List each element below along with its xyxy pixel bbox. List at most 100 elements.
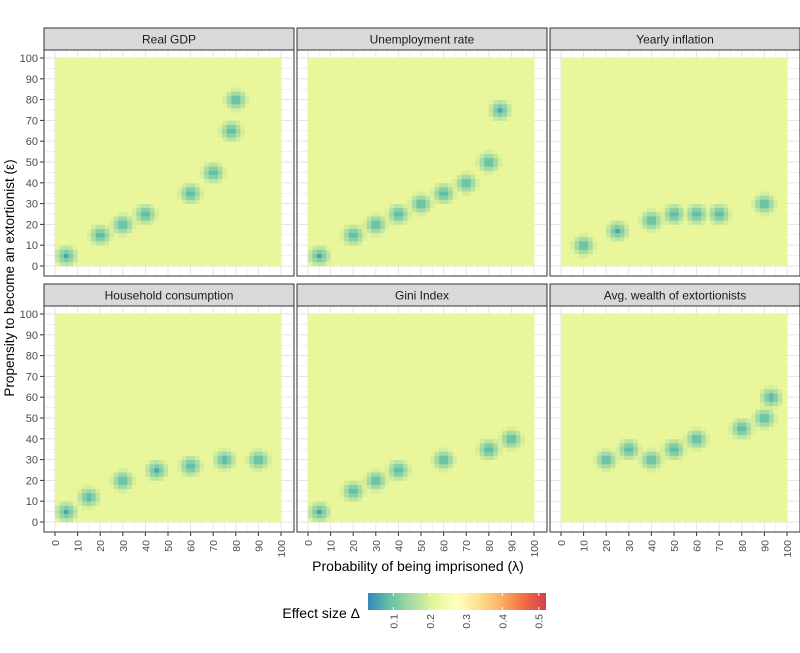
heat-cell: [60, 137, 65, 142]
heat-cell: [453, 216, 458, 221]
heat-cell: [118, 104, 123, 109]
heat-cell: [426, 83, 431, 88]
heat-cell: [385, 100, 390, 105]
heat-cell: [453, 220, 458, 225]
heat-cell: [331, 141, 336, 146]
heat-cell: [403, 62, 408, 67]
heat-cell: [398, 104, 403, 109]
heat-cell: [240, 158, 245, 163]
heat-cell: [322, 174, 327, 179]
heat-cell: [168, 91, 173, 96]
heat-cell: [457, 249, 462, 254]
heat-cell: [182, 208, 187, 213]
heat-cell: [435, 174, 440, 179]
heat-cell: [520, 75, 525, 80]
heat-cell: [389, 100, 394, 105]
heat-cell: [186, 233, 191, 238]
heat-cell: [272, 229, 277, 234]
heat-cell: [426, 95, 431, 100]
heat-cell: [78, 116, 83, 121]
heat-cell: [105, 241, 110, 246]
heat-cell: [87, 120, 92, 125]
heat-cell: [73, 137, 78, 142]
heat-cell: [150, 112, 155, 117]
heat-cell: [516, 191, 521, 196]
heat-cell: [204, 91, 209, 96]
heat-cell: [96, 104, 101, 109]
heat-cell: [249, 224, 254, 229]
heat-cell: [344, 108, 349, 113]
heat-cell: [448, 104, 453, 109]
heat-cell: [186, 258, 191, 263]
heat-cell: [403, 162, 408, 167]
heat-cell: [213, 166, 218, 171]
heat-cell: [516, 224, 521, 229]
heat-cell: [254, 75, 259, 80]
heat-cell: [73, 104, 78, 109]
heat-cell: [353, 104, 358, 109]
heat-cell: [439, 204, 444, 209]
heat-cell: [127, 174, 132, 179]
heat-cell: [412, 158, 417, 163]
heat-cell: [118, 183, 123, 188]
heat-cell: [340, 249, 345, 254]
heat-cell: [123, 204, 128, 209]
heat-cell: [389, 145, 394, 150]
heat-cell: [444, 125, 449, 130]
heat-cell: [177, 237, 182, 242]
heat-cell: [358, 258, 363, 263]
heat-cell: [236, 237, 241, 242]
heat-cell: [109, 199, 114, 204]
heat-cell: [200, 66, 205, 71]
heat-cell: [173, 224, 178, 229]
heat-cell: [516, 75, 521, 80]
heat-cell: [218, 258, 223, 263]
heat-cell: [331, 191, 336, 196]
heat-cell: [231, 249, 236, 254]
heat-cell: [498, 95, 503, 100]
heat-cell: [389, 187, 394, 192]
heat-cell: [154, 224, 159, 229]
heat-cell: [475, 133, 480, 138]
heat-cell: [385, 150, 390, 155]
heat-cell: [123, 62, 128, 67]
heat-cell: [308, 170, 313, 175]
heat-cell: [105, 204, 110, 209]
heat-cell: [263, 241, 268, 246]
heat-cell: [114, 133, 119, 138]
heat-cell: [498, 62, 503, 67]
heat-cell: [118, 100, 123, 105]
heat-cell: [87, 183, 92, 188]
heat-cell: [182, 262, 187, 267]
heat-cell: [416, 95, 421, 100]
heat-cell: [177, 125, 182, 130]
heat-cell: [100, 133, 105, 138]
heat-cell: [154, 125, 159, 130]
heat-cell: [389, 258, 394, 263]
heat-cell: [484, 100, 489, 105]
heat-cell: [132, 145, 137, 150]
heat-cell: [64, 66, 69, 71]
heat-cell: [136, 158, 141, 163]
heat-cell: [159, 241, 164, 246]
heat-cell: [358, 66, 363, 71]
heat-cell: [213, 262, 218, 267]
heat-cell: [308, 120, 313, 125]
heat-cell: [344, 154, 349, 159]
heat-cell: [489, 58, 494, 63]
heat-cell: [502, 224, 507, 229]
heat-cell: [516, 108, 521, 113]
heat-cell: [376, 183, 381, 188]
heat-cell: [502, 254, 507, 259]
heat-cell: [326, 112, 331, 117]
heat-cell: [353, 100, 358, 105]
heat-cell: [91, 112, 96, 117]
heat-cell: [335, 191, 340, 196]
heat-cell: [64, 187, 69, 192]
heat-cell: [78, 174, 83, 179]
heat-cell: [109, 195, 114, 200]
heat-cell: [520, 191, 525, 196]
heat-cell: [218, 220, 223, 225]
heat-cell: [258, 58, 263, 63]
heat-cell: [502, 170, 507, 175]
